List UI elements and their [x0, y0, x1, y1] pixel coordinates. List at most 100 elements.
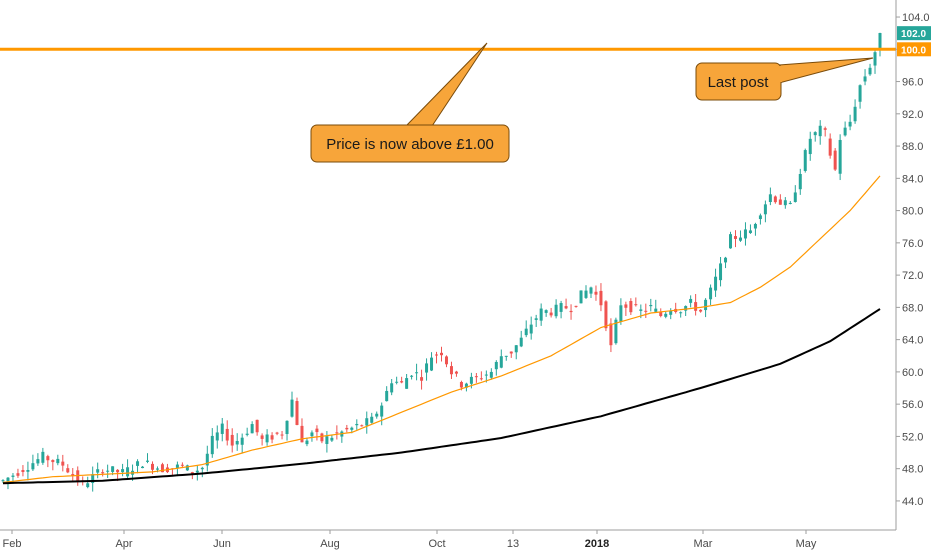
candle-body [748, 230, 752, 234]
callout-pointer [404, 42, 488, 127]
y-tick-label: 92.0 [902, 109, 923, 121]
x-tick-label: Mar [694, 538, 713, 550]
candle-body [584, 290, 588, 298]
candle-body [489, 371, 493, 378]
callout-joint [778, 66, 782, 82]
candle-body [704, 299, 708, 311]
y-tick-label: 64.0 [902, 335, 923, 347]
candle-body [773, 196, 777, 203]
candle-body [669, 310, 673, 315]
candle-body [599, 290, 603, 306]
candle-body [509, 351, 513, 354]
candle-body [709, 287, 713, 300]
candle-body [66, 468, 70, 473]
candle-body [873, 52, 877, 66]
candles-layer [1, 32, 882, 492]
candle-body [763, 204, 767, 215]
candle-body [375, 413, 379, 417]
candle-body [813, 132, 817, 136]
candle-body [589, 287, 593, 294]
candle-body [26, 470, 30, 472]
candle-body [305, 440, 309, 445]
candle-body [56, 458, 60, 464]
candle-body [420, 377, 424, 381]
candle-body [6, 477, 10, 482]
candle-body [788, 202, 792, 204]
candle-body [265, 434, 269, 443]
x-tick-label: Jun [213, 538, 231, 550]
candle-body [146, 460, 150, 462]
x-tick-label: May [796, 538, 817, 550]
candle-body [440, 352, 443, 356]
candle-body [430, 357, 434, 371]
y-axis[interactable]: 44.0 48.0 52.0 56.0 60.0 64.0 68.0 72.0 76.0 80.0… [895, 0, 931, 530]
candle-body [569, 310, 573, 313]
y-tick-label: 80.0 [902, 206, 923, 218]
candle-body [753, 223, 757, 229]
candle-body [689, 298, 693, 303]
candle-body [71, 474, 75, 476]
candle-body [126, 467, 130, 477]
candle-body [649, 304, 653, 307]
candle-body [91, 474, 95, 483]
callout-label: Price is now above £1.00 [326, 136, 494, 153]
candle-body [61, 461, 65, 466]
y-tick-label: 88.0 [902, 141, 923, 153]
candle-body [579, 290, 583, 304]
candle-body [21, 470, 25, 472]
candle-body [823, 128, 827, 130]
candle-body [679, 312, 683, 314]
y-tick-label: 60.0 [902, 367, 923, 379]
y-tick-label: 48.0 [902, 464, 923, 476]
candle-body [494, 361, 498, 370]
candle-body [435, 354, 439, 356]
candle-body [484, 374, 488, 376]
candle-body [46, 456, 50, 461]
candle-body [828, 138, 832, 156]
candle-body [400, 381, 404, 383]
candle-body [295, 401, 299, 425]
candle-body [444, 356, 448, 365]
candle-body [31, 463, 35, 470]
candle-body [190, 472, 194, 474]
candle-body [474, 376, 478, 378]
candle-body [315, 428, 319, 433]
x-tick-label: Oct [428, 538, 445, 550]
candle-body [141, 466, 145, 469]
candle-body [175, 464, 179, 468]
candle-body [609, 323, 613, 346]
price-badge: 100.0 [897, 42, 931, 57]
callout-price-above: Price is now above £1.00 [310, 42, 510, 163]
x-axis[interactable]: Feb Apr Jun Aug Oct 13 2018 Mar May [0, 529, 896, 550]
candle-body [729, 234, 733, 249]
candle-body [838, 139, 842, 174]
candle-body [454, 371, 458, 374]
candle-body [659, 311, 663, 317]
candle-body [684, 306, 688, 311]
candle-body [51, 460, 55, 463]
candle-body [738, 237, 742, 241]
candle-body [768, 194, 772, 203]
candle-body [1, 480, 5, 482]
candle-body [624, 304, 628, 308]
candle-body [858, 85, 862, 102]
candle-body [803, 150, 807, 171]
candle-body [116, 469, 120, 473]
candle-body [160, 464, 164, 473]
candle-body [41, 451, 45, 463]
candle-body [320, 433, 324, 442]
candle-body [654, 308, 658, 312]
candle-body [210, 435, 214, 455]
candle-body [529, 324, 533, 334]
candle-body [534, 318, 538, 320]
candle-body [783, 200, 787, 206]
candle-body [270, 435, 274, 440]
sma-slow-line [2, 308, 881, 485]
y-tick-label: 84.0 [902, 173, 923, 185]
candle-body [798, 173, 802, 190]
candle-body [733, 236, 737, 239]
candle-body [185, 465, 189, 471]
candle-body [101, 472, 105, 474]
